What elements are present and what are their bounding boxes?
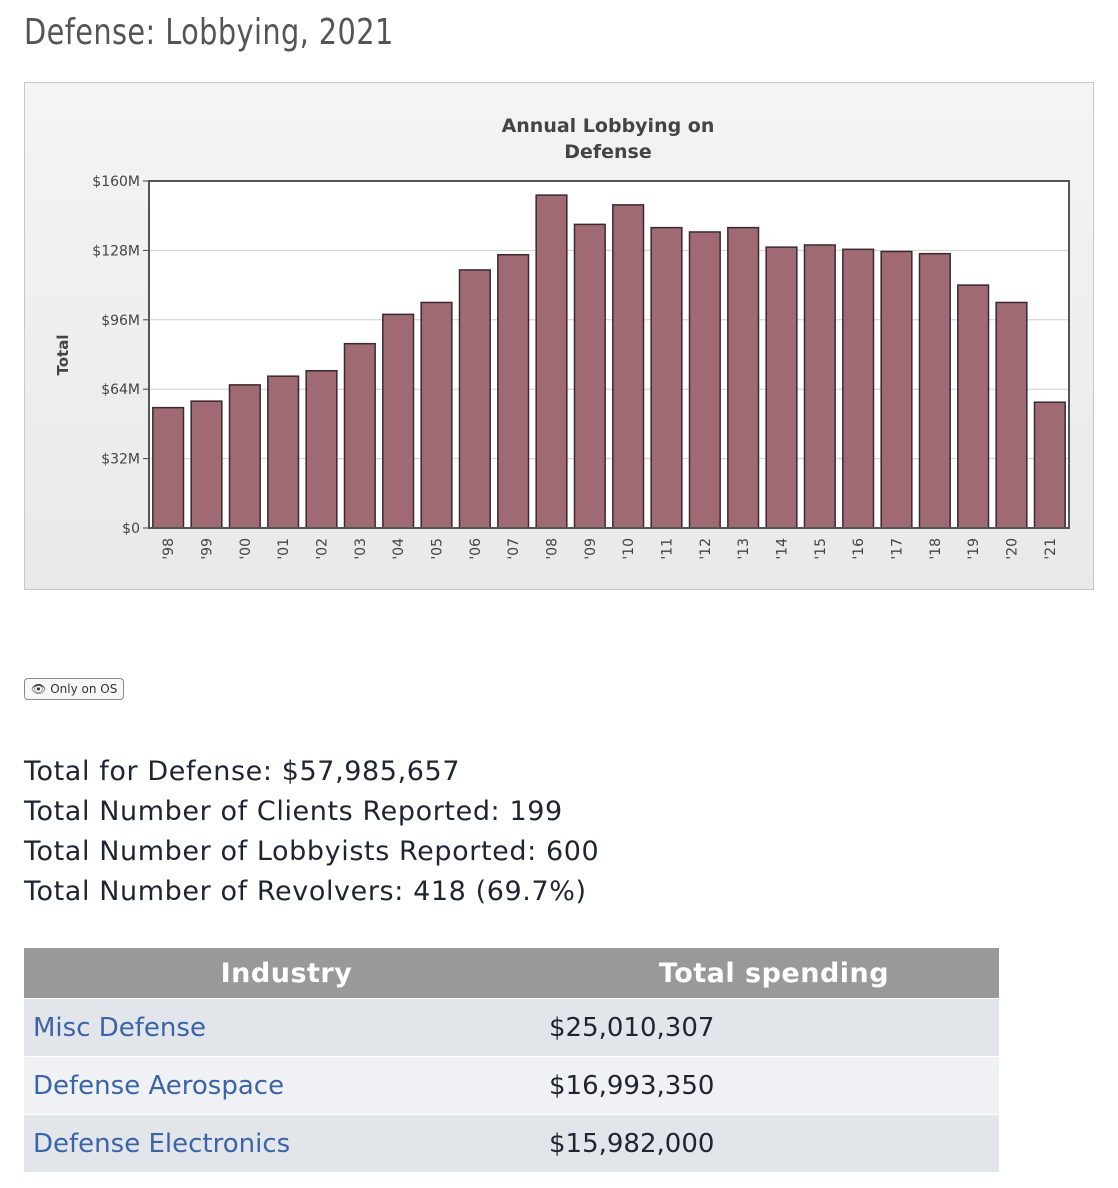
industry-table: Industry Total spending Misc Defense $25… xyxy=(24,948,999,1173)
bar-21 xyxy=(1033,401,1066,529)
table-row: Defense Aerospace $16,993,350 xyxy=(24,1056,999,1115)
x-tick-label: '11 xyxy=(660,538,676,560)
industry-link-misc-defense[interactable]: Misc Defense xyxy=(33,1012,206,1043)
x-tick-label: '06 xyxy=(468,538,484,560)
table-row: Misc Defense $25,010,307 xyxy=(24,998,999,1057)
y-tick-label: $128M xyxy=(92,243,140,259)
spending-value: $15,982,000 xyxy=(549,1114,999,1173)
x-tick-label: '07 xyxy=(506,538,522,560)
lobbyists-count-line: Total Number of Lobbyists Reported: 600 xyxy=(24,836,600,867)
x-tick-label: '19 xyxy=(966,538,982,560)
bar-16 xyxy=(842,248,875,529)
only-on-os-badge[interactable]: 👁 Only on OS xyxy=(24,678,125,700)
y-tick-label: $64M xyxy=(101,382,140,398)
spending-value: $25,010,307 xyxy=(549,998,999,1057)
bar-07 xyxy=(497,253,530,529)
bar-11 xyxy=(650,226,683,529)
spending-value: $16,993,350 xyxy=(549,1056,999,1115)
bar-02 xyxy=(305,370,338,529)
clients-count-line: Total Number of Clients Reported: 199 xyxy=(24,796,563,827)
bar-01 xyxy=(267,375,300,529)
x-tick-label: '12 xyxy=(698,538,714,560)
x-tick-label: '98 xyxy=(161,538,177,560)
revolvers-count-line: Total Number of Revolvers: 418 (69.7%) xyxy=(24,876,587,907)
industry-link-defense-aerospace[interactable]: Defense Aerospace xyxy=(33,1070,285,1101)
bar-04 xyxy=(382,313,415,529)
bar-99 xyxy=(190,400,223,529)
bar-20 xyxy=(995,301,1028,529)
spending-column-header: Total spending xyxy=(549,948,999,999)
bar-14 xyxy=(765,246,798,529)
industry-column-header: Industry xyxy=(24,948,549,999)
industry-link-defense-electronics[interactable]: Defense Electronics xyxy=(33,1128,291,1159)
bar-13 xyxy=(727,226,760,529)
bar-17 xyxy=(880,250,913,529)
x-tick-label: '18 xyxy=(928,538,944,560)
bar-05 xyxy=(420,301,453,529)
bar-00 xyxy=(228,384,261,529)
total-spending-line: Total for Defense: $57,985,657 xyxy=(24,756,461,787)
x-tick-label: '02 xyxy=(315,538,331,560)
lobbying-bar-chart: $0 $32M $64M $96M $128M $160M '98 '99 '00 '01 '02 '… xyxy=(54,115,1070,560)
x-tick-label: '03 xyxy=(353,538,369,560)
chart-title-line: Defense xyxy=(564,141,652,163)
x-tick-label: '21 xyxy=(1043,538,1059,560)
bar-06 xyxy=(458,269,491,529)
x-tick-label: '13 xyxy=(736,538,752,560)
y-tick-label: $0 xyxy=(122,521,140,537)
plot-area xyxy=(149,181,1069,528)
x-tick-label: '20 xyxy=(1005,538,1021,560)
x-tick-label: '15 xyxy=(813,538,829,560)
bar-15 xyxy=(803,244,836,529)
bar-98 xyxy=(152,406,185,529)
y-tick-label: $160M xyxy=(92,174,140,190)
chart-title-line: Annual Lobbying on xyxy=(502,115,715,137)
x-tick-label: '04 xyxy=(391,538,407,560)
bar-12 xyxy=(688,231,721,529)
badge-label: Only on OS xyxy=(50,682,118,696)
table-row: Defense Electronics $15,982,000 xyxy=(24,1114,999,1173)
bar-09 xyxy=(573,223,606,529)
x-tick-label: '09 xyxy=(583,538,599,560)
y-axis-label: Total xyxy=(54,335,72,376)
x-tick-label: '99 xyxy=(200,538,216,560)
eye-icon: 👁 xyxy=(31,682,47,696)
x-tick-label: '14 xyxy=(775,538,791,560)
bar-19 xyxy=(957,284,990,529)
x-tick-label: '17 xyxy=(890,538,906,560)
bar-03 xyxy=(343,342,376,529)
page-title: Defense: Lobbying, 2021 xyxy=(24,12,394,53)
x-tick-label: '16 xyxy=(851,538,867,560)
plot-frame xyxy=(148,180,1070,529)
x-tick-label: '05 xyxy=(430,538,446,560)
x-tick-label: '00 xyxy=(238,538,254,560)
y-tick-label: $96M xyxy=(101,313,140,329)
bar-10 xyxy=(612,204,645,529)
chart-panel: $0 $32M $64M $96M $128M $160M '98 '99 '00 '01 '02 '… xyxy=(24,82,1094,590)
summary-stats: Total for Defense: $57,985,657 Total Num… xyxy=(24,752,599,912)
x-tick-label: '01 xyxy=(276,538,292,560)
x-tick-label: '10 xyxy=(621,538,637,560)
x-tick-label: '08 xyxy=(545,538,561,560)
bar-08 xyxy=(535,194,568,529)
y-tick-label: $32M xyxy=(101,452,140,468)
bar-18 xyxy=(918,252,951,529)
